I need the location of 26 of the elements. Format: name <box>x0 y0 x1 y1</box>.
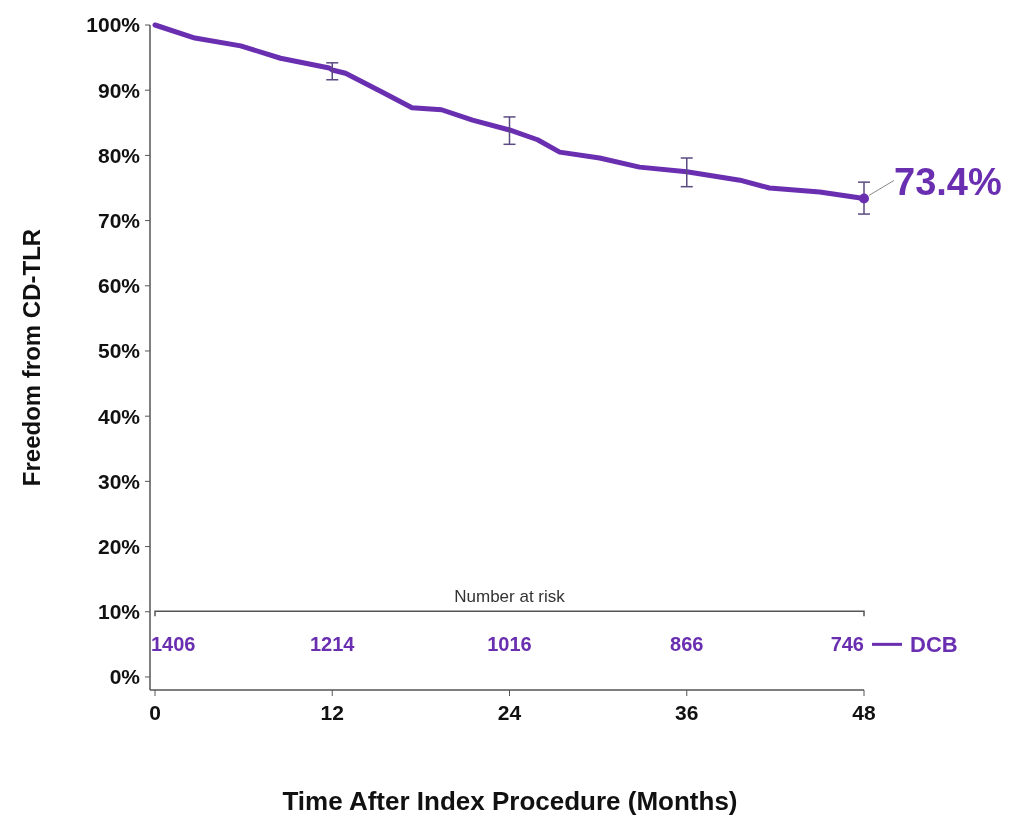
y-tick-label: 100% <box>86 13 141 37</box>
x-tick-label: 12 <box>320 701 344 724</box>
y-tick-label: 30% <box>97 469 141 493</box>
y-tick-label: 80% <box>97 143 141 167</box>
y-tick-label: 20% <box>97 534 141 558</box>
annotation: 746 <box>830 633 864 656</box>
y-tick-label: 10% <box>97 600 141 624</box>
annotation: 1406 <box>151 633 196 656</box>
y-tick-label: 60% <box>97 274 141 298</box>
y-tick-label: 50% <box>97 339 141 363</box>
x-tick-label: 36 <box>675 701 699 724</box>
annotation: 73.4% <box>894 161 1002 204</box>
y-tick-label: 70% <box>97 208 141 232</box>
x-tick-label: 24 <box>497 701 522 724</box>
legend-label: DCB <box>910 632 958 658</box>
annotation: Number at risk <box>454 587 566 607</box>
y-axis-title: Freedom from CD-TLR <box>18 228 45 487</box>
y-tick-label: 40% <box>97 404 141 428</box>
annotation: 866 <box>670 633 704 656</box>
x-tick-label: 0 <box>149 701 161 724</box>
annotation: 1214 <box>310 633 356 656</box>
x-tick-label: 48 <box>852 701 876 724</box>
y-tick-label: 90% <box>97 78 141 102</box>
annotation: 1016 <box>487 633 532 656</box>
y-tick-label: 0% <box>109 665 141 689</box>
x-axis-title: Time After Index Procedure (Months) <box>282 786 738 816</box>
